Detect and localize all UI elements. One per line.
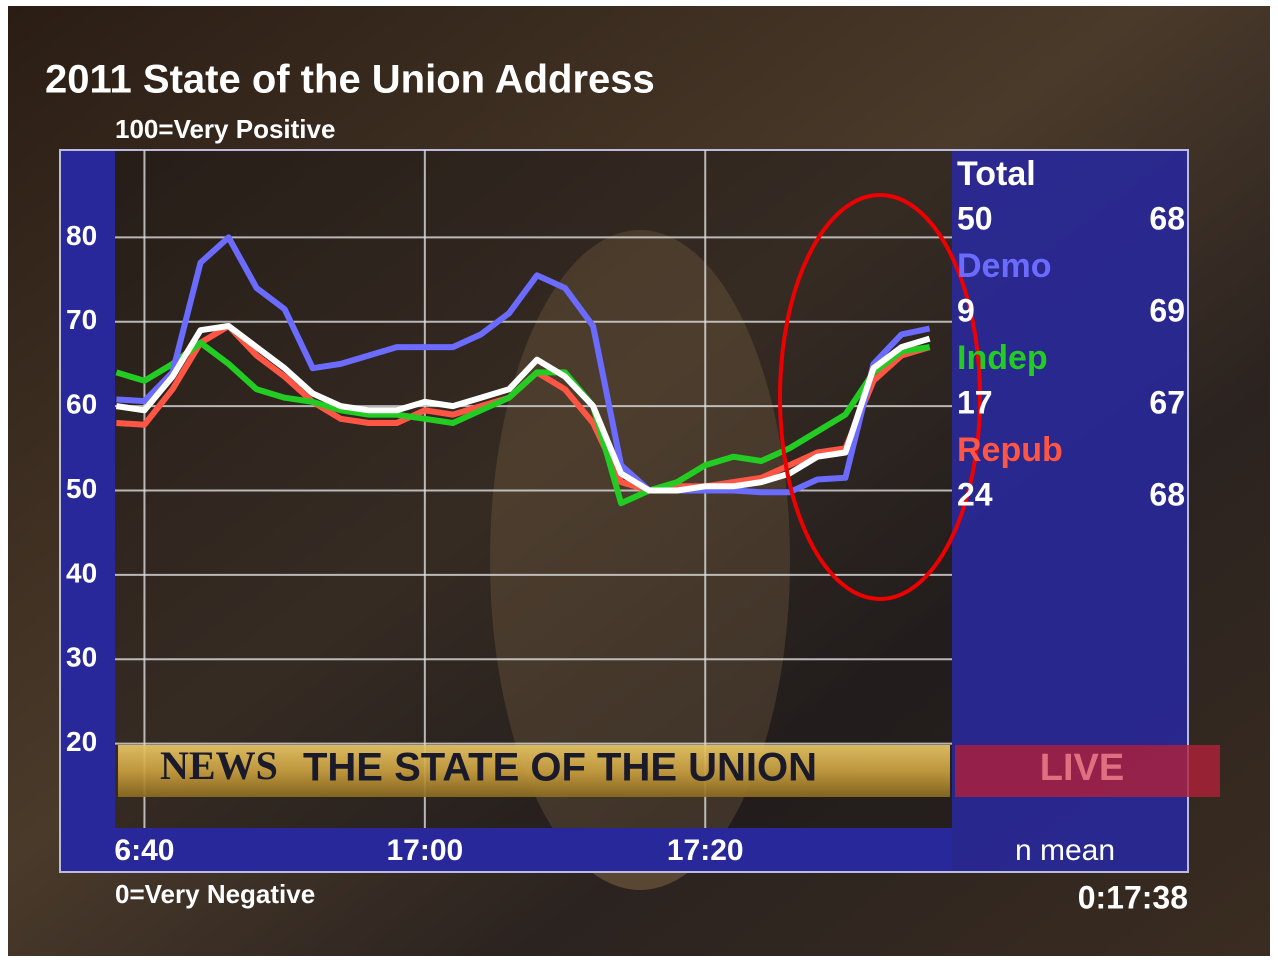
video-figure bbox=[490, 230, 790, 890]
chart-title: 2011 State of the Union Address bbox=[45, 58, 655, 102]
legend-mean: 67 bbox=[1149, 384, 1185, 420]
y-axis-strip bbox=[60, 150, 115, 872]
y-tick-label: 70 bbox=[66, 304, 97, 335]
clock: 0:17:38 bbox=[1078, 879, 1188, 915]
y-tick-label: 50 bbox=[66, 473, 97, 504]
y-tick-label: 60 bbox=[66, 389, 97, 420]
legend-name: Indep bbox=[957, 339, 1048, 377]
legend-mean: 68 bbox=[1149, 476, 1185, 512]
series-line bbox=[116, 234, 931, 496]
grid bbox=[115, 150, 952, 828]
legend-name: Repub bbox=[957, 431, 1063, 469]
series-line bbox=[115, 339, 931, 507]
y-tick-label: 40 bbox=[66, 557, 97, 588]
banner-text: THE STATE OF THE UNION bbox=[303, 746, 817, 790]
legend-mean: 68 bbox=[1149, 200, 1185, 236]
chart-frame bbox=[59, 149, 1189, 873]
y-tick-label: 30 bbox=[66, 642, 97, 673]
legend-n: 50 bbox=[957, 200, 993, 236]
bottom-scale-label: 0=Very Negative bbox=[115, 879, 315, 909]
legend-mean: 69 bbox=[1149, 292, 1185, 328]
legend-name: Total bbox=[957, 155, 1036, 193]
lines bbox=[115, 234, 931, 507]
highlight-ellipse bbox=[778, 193, 982, 601]
x-axis-strip bbox=[115, 828, 952, 872]
x-tick-label: 6:40 bbox=[114, 834, 174, 867]
x-tick-label: 17:00 bbox=[386, 834, 463, 867]
legend-n: 9 bbox=[957, 292, 975, 328]
panel-header: n mean bbox=[1015, 834, 1115, 867]
banner-live: LIVE bbox=[1040, 747, 1124, 789]
top-scale-label: 100=Very Positive bbox=[115, 114, 335, 144]
y-tick-label: 20 bbox=[66, 726, 97, 757]
y-tick-label: 80 bbox=[66, 220, 97, 251]
legend-n: 17 bbox=[957, 384, 993, 420]
x-tick-label: 17:20 bbox=[667, 834, 744, 867]
legend-name: Demo bbox=[957, 247, 1051, 285]
banner-network: NEWS bbox=[160, 743, 278, 788]
series-line bbox=[115, 323, 931, 494]
banner bbox=[118, 745, 950, 797]
legend-n: 24 bbox=[957, 476, 993, 512]
live-banner bbox=[955, 745, 1220, 797]
plot-area bbox=[115, 150, 952, 828]
